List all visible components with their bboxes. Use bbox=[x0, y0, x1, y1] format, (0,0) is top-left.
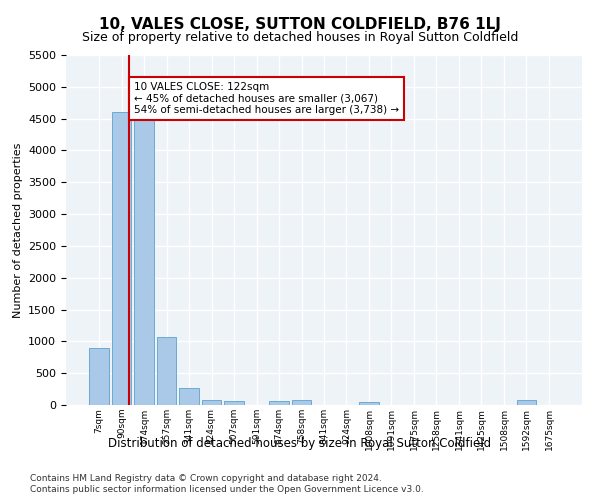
Bar bbox=[112, 112, 131, 405]
Text: Size of property relative to detached houses in Royal Sutton Coldfield: Size of property relative to detached ho… bbox=[82, 31, 518, 44]
Bar bbox=[202, 400, 221, 405]
Bar bbox=[89, 348, 109, 405]
Bar bbox=[359, 402, 379, 405]
Bar bbox=[269, 401, 289, 405]
Bar bbox=[224, 400, 244, 405]
Text: 10, VALES CLOSE, SUTTON COLDFIELD, B76 1LJ: 10, VALES CLOSE, SUTTON COLDFIELD, B76 1… bbox=[99, 18, 501, 32]
Bar bbox=[179, 388, 199, 405]
Bar bbox=[157, 337, 176, 405]
Y-axis label: Number of detached properties: Number of detached properties bbox=[13, 142, 23, 318]
Text: Contains public sector information licensed under the Open Government Licence v3: Contains public sector information licen… bbox=[30, 485, 424, 494]
Bar bbox=[292, 400, 311, 405]
Bar bbox=[134, 112, 154, 405]
Bar bbox=[517, 400, 536, 405]
Text: Contains HM Land Registry data © Crown copyright and database right 2024.: Contains HM Land Registry data © Crown c… bbox=[30, 474, 382, 483]
Text: Distribution of detached houses by size in Royal Sutton Coldfield: Distribution of detached houses by size … bbox=[109, 438, 491, 450]
Text: 10 VALES CLOSE: 122sqm
← 45% of detached houses are smaller (3,067)
54% of semi-: 10 VALES CLOSE: 122sqm ← 45% of detached… bbox=[134, 82, 399, 115]
